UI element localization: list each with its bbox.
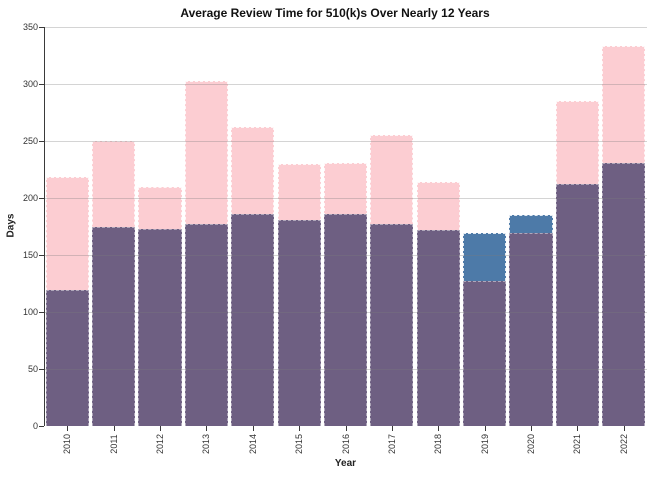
y-tick-label-100: 100	[22, 306, 38, 317]
gridline-200	[44, 197, 647, 199]
bar-2010-foreground	[45, 290, 89, 426]
gridline-350	[44, 26, 647, 28]
y-axis-title: Days	[5, 213, 17, 238]
x-tick-2014	[252, 426, 254, 431]
bar-2012-foreground	[138, 228, 182, 426]
x-tick-2010	[67, 426, 69, 431]
y-tick-100	[39, 311, 44, 313]
y-tick-label-50: 50	[27, 363, 38, 374]
x-tick-label-2022: 2022	[618, 433, 629, 455]
bar-2017-foreground	[370, 224, 414, 426]
bar-2019-foreground	[463, 281, 507, 426]
x-tick-label-2020: 2020	[526, 433, 537, 455]
x-tick-label-2011: 2011	[108, 434, 119, 454]
y-tick-150	[39, 254, 44, 256]
bar-2013-foreground	[184, 224, 228, 426]
bar-2014-foreground	[231, 213, 275, 426]
y-tick-label-200: 200	[22, 192, 38, 203]
x-tick-label-2012: 2012	[154, 433, 165, 455]
x-tick-2019	[484, 426, 486, 431]
x-tick-label-2021: 2021	[572, 433, 583, 455]
bar-2021-foreground	[555, 184, 599, 426]
x-tick-2012	[159, 426, 161, 431]
y-tick-label-250: 250	[22, 135, 38, 146]
bar-2018-foreground	[416, 229, 460, 426]
x-tick-2018	[438, 426, 440, 431]
gridline-100	[44, 311, 647, 313]
x-tick-label-2014: 2014	[247, 433, 258, 455]
x-axis-title: Year	[334, 458, 357, 469]
gridline-250	[44, 140, 647, 142]
x-tick-label-2010: 2010	[62, 433, 73, 455]
y-tick-350	[39, 26, 44, 28]
x-tick-label-2015: 2015	[294, 433, 305, 455]
x-tick-2011	[113, 426, 115, 431]
y-tick-label-300: 300	[22, 78, 38, 89]
y-tick-label-350: 350	[22, 21, 38, 32]
gridline-150	[44, 254, 647, 256]
y-tick-label-150: 150	[22, 249, 38, 260]
bar-2022-foreground	[602, 162, 646, 426]
x-tick-label-2019: 2019	[479, 433, 490, 455]
x-tick-label-2018: 2018	[433, 433, 444, 455]
chart-title: Average Review Time for 510(k)s Over Nea…	[180, 6, 490, 20]
x-tick-2016	[345, 426, 347, 431]
x-tick-label-2013: 2013	[201, 433, 212, 455]
y-axis-line	[44, 27, 45, 426]
x-tick-2022	[623, 426, 625, 431]
y-tick-250	[39, 140, 44, 142]
x-tick-2015	[299, 426, 301, 431]
x-tick-2020	[531, 426, 533, 431]
y-tick-label-0: 0	[32, 420, 38, 431]
x-tick-label-2017: 2017	[386, 433, 397, 455]
y-tick-300	[39, 83, 44, 85]
x-tick-label-2016: 2016	[340, 433, 351, 455]
gridline-50	[44, 368, 647, 370]
bar-2016-foreground	[323, 213, 368, 426]
bar-2015-foreground	[277, 219, 321, 426]
y-tick-200	[39, 197, 44, 199]
gridline-300	[44, 83, 647, 85]
bar-2020-foreground	[509, 233, 553, 426]
y-tick-0	[39, 425, 44, 427]
x-tick-2013	[206, 426, 208, 431]
bar-2011-foreground	[91, 226, 136, 426]
x-tick-2017	[391, 426, 393, 431]
x-tick-2021	[577, 426, 579, 431]
y-tick-50	[39, 368, 44, 370]
plot-area	[39, 26, 647, 431]
